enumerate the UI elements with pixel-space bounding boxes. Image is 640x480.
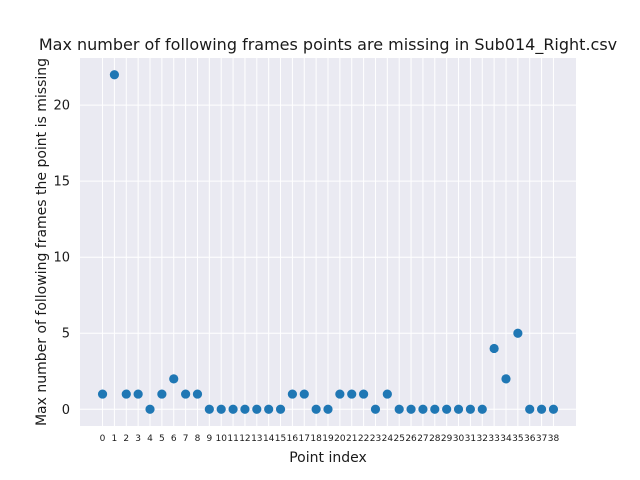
x-tick-label: 22 (358, 434, 369, 444)
y-axis-label: Max number of following frames the point… (34, 58, 50, 426)
data-point (275, 404, 286, 414)
data-point (181, 389, 191, 399)
data-point (465, 404, 475, 414)
grid-lines (80, 58, 576, 426)
data-point (525, 404, 535, 414)
x-tick-label: 9 (206, 434, 212, 444)
data-point (430, 404, 440, 414)
data-points (97, 70, 559, 414)
x-tick-label: 21 (346, 434, 357, 444)
y-tick-label: 10 (53, 251, 70, 266)
data-point (406, 404, 416, 414)
data-point (358, 389, 369, 399)
y-tick-labels: 0 5 10 15 20 (53, 99, 70, 418)
y-tick-label: 0 (62, 403, 70, 418)
x-tick-label: 24 (382, 434, 394, 444)
data-point (382, 389, 392, 399)
x-tick-label: 38 (548, 434, 560, 444)
x-tick-label: 6 (171, 434, 177, 444)
x-tick-label: 15 (275, 434, 286, 444)
y-tick-label: 20 (53, 99, 70, 114)
data-point (299, 389, 309, 399)
data-point (97, 389, 108, 399)
x-tick-label: 2 (123, 434, 129, 444)
x-tick-label: 12 (239, 434, 250, 444)
data-point (347, 389, 357, 399)
data-point (477, 404, 487, 414)
x-tick-label: 18 (310, 434, 322, 444)
x-tick-label: 0 (100, 434, 106, 444)
data-point (335, 389, 345, 399)
data-point (323, 404, 333, 414)
data-point (121, 389, 131, 399)
data-point (489, 343, 499, 354)
data-point (418, 404, 428, 414)
x-tick-label: 19 (322, 434, 334, 444)
x-tick-label: 34 (500, 434, 512, 444)
x-tick-label: 32 (477, 434, 488, 444)
data-point (252, 404, 262, 414)
data-point (204, 404, 214, 414)
x-tick-label: 30 (453, 434, 465, 444)
x-tick-label: 13 (251, 434, 262, 444)
data-point (228, 404, 238, 414)
data-point (287, 389, 298, 399)
x-tick-label: 29 (441, 434, 453, 444)
data-point (133, 389, 143, 399)
data-point (264, 404, 274, 414)
x-tick-label: 10 (215, 434, 227, 444)
x-tick-label: 11 (227, 434, 238, 444)
x-tick-label: 3 (135, 434, 141, 444)
x-tick-label: 7 (183, 434, 189, 444)
x-tick-label: 28 (429, 434, 441, 444)
x-tick-labels: 0 1 2 3 4 5 6 7 8 9 10 11 12 13 14 15 16 17 18 19 20 21 22 23 24… (100, 434, 560, 444)
x-tick-label: 37 (536, 434, 547, 444)
data-point (453, 404, 464, 414)
data-point (240, 404, 250, 414)
x-tick-label: 1 (112, 434, 118, 444)
x-tick-label: 23 (370, 434, 381, 444)
x-tick-label: 5 (159, 434, 165, 444)
y-tick-label: 15 (53, 175, 70, 190)
data-point (370, 404, 381, 414)
x-tick-label: 4 (147, 434, 153, 444)
x-tick-label: 27 (417, 434, 428, 444)
data-point (513, 328, 523, 338)
x-tick-label: 16 (287, 434, 299, 444)
x-tick-label: 20 (334, 434, 346, 444)
x-tick-label: 25 (393, 434, 404, 444)
x-tick-label: 14 (263, 434, 275, 444)
x-tick-label: 35 (512, 434, 523, 444)
data-point (169, 374, 179, 384)
data-point (548, 404, 559, 414)
x-tick-label: 26 (405, 434, 417, 444)
x-tick-label: 36 (524, 434, 536, 444)
x-tick-label: 33 (488, 434, 499, 444)
data-point (109, 70, 120, 80)
x-tick-label: 17 (299, 434, 310, 444)
x-tick-label: 31 (465, 434, 476, 444)
data-point (311, 404, 321, 414)
x-axis-label: Point index (289, 450, 367, 466)
data-point (442, 404, 452, 414)
data-point (394, 404, 404, 414)
data-point (145, 404, 155, 414)
data-point (157, 389, 167, 399)
chart-title: Max number of following frames points ar… (39, 35, 617, 55)
y-tick-label: 5 (62, 327, 70, 342)
data-point (501, 374, 511, 384)
x-tick-label: 8 (195, 434, 201, 444)
data-point (216, 404, 226, 414)
data-point (536, 404, 547, 414)
data-point (192, 389, 203, 399)
